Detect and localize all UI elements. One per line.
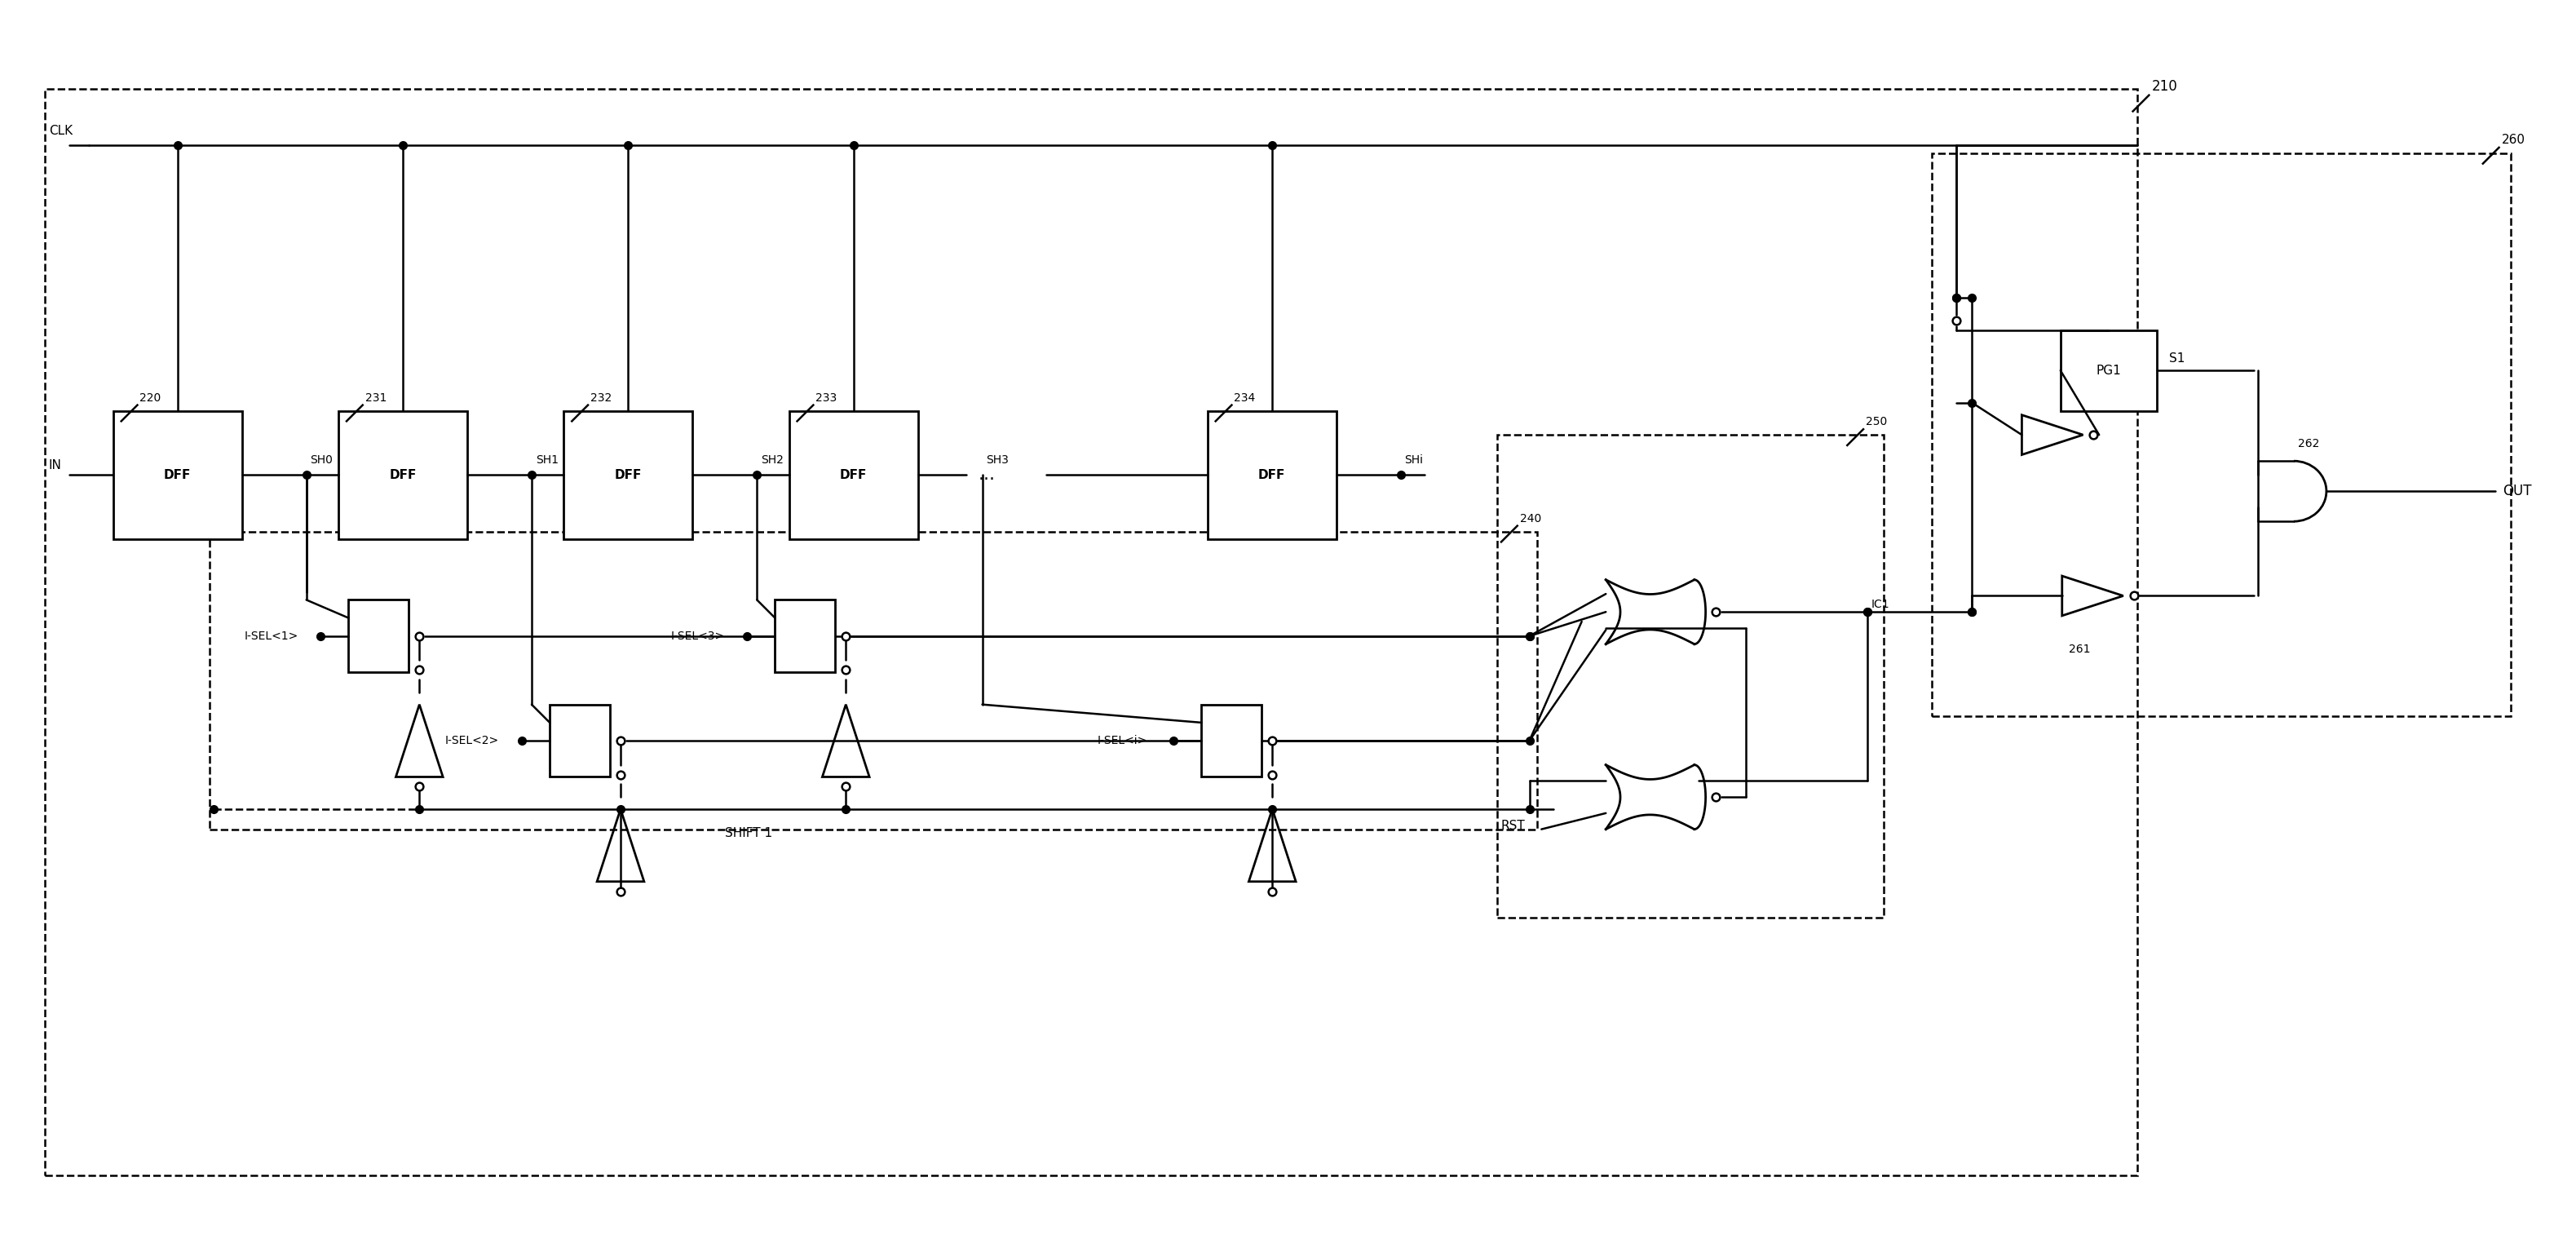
Text: DFF: DFF	[1257, 469, 1285, 482]
Text: PG1: PG1	[2097, 364, 2120, 377]
Bar	[788, 411, 917, 539]
Text: 232: 232	[590, 392, 611, 403]
Text: 233: 233	[817, 392, 837, 403]
Text: 261: 261	[2069, 643, 2089, 655]
Text: SH2: SH2	[760, 454, 783, 466]
Text: IN: IN	[49, 459, 62, 470]
Bar	[775, 600, 835, 673]
Text: SHi: SHi	[1404, 454, 1425, 466]
Bar	[209, 532, 1538, 829]
Bar	[1932, 154, 2512, 716]
Text: 234: 234	[1234, 392, 1255, 403]
Text: SH3: SH3	[987, 454, 1010, 466]
Bar	[2061, 331, 2156, 411]
Text: IC1: IC1	[1870, 599, 1891, 610]
Text: 240: 240	[1520, 513, 1540, 524]
Text: 231: 231	[366, 392, 386, 403]
Bar	[549, 704, 611, 778]
Text: 260: 260	[2501, 134, 2524, 146]
Bar	[44, 89, 2138, 1176]
Bar	[113, 411, 242, 539]
Text: I-SEL<3>: I-SEL<3>	[670, 630, 724, 641]
Text: CLK: CLK	[49, 125, 72, 137]
Text: I-SEL<2>: I-SEL<2>	[446, 735, 500, 746]
Text: DFF: DFF	[616, 469, 641, 482]
Text: ...: ...	[979, 467, 994, 483]
Text: I-SEL<i>: I-SEL<i>	[1097, 735, 1146, 746]
Text: I-SEL<1>: I-SEL<1>	[245, 630, 299, 641]
Text: 262: 262	[2298, 438, 2318, 449]
Text: 250: 250	[1865, 416, 1888, 428]
Text: SH0: SH0	[309, 454, 332, 466]
Text: S1: S1	[2169, 353, 2184, 364]
Text: OUT: OUT	[2504, 484, 2532, 498]
Bar	[348, 600, 410, 673]
Bar	[1200, 704, 1262, 778]
Bar	[337, 411, 466, 539]
Text: DFF: DFF	[840, 469, 868, 482]
Bar	[1208, 411, 1337, 539]
Text: RST: RST	[1502, 820, 1525, 831]
Bar	[564, 411, 693, 539]
Text: 220: 220	[139, 392, 162, 403]
Bar	[1497, 434, 1883, 917]
Text: DFF: DFF	[389, 469, 417, 482]
Text: SH1: SH1	[536, 454, 559, 466]
Text: DFF: DFF	[165, 469, 191, 482]
Text: SHIFT 1: SHIFT 1	[724, 827, 773, 840]
Text: 210: 210	[2151, 79, 2177, 94]
